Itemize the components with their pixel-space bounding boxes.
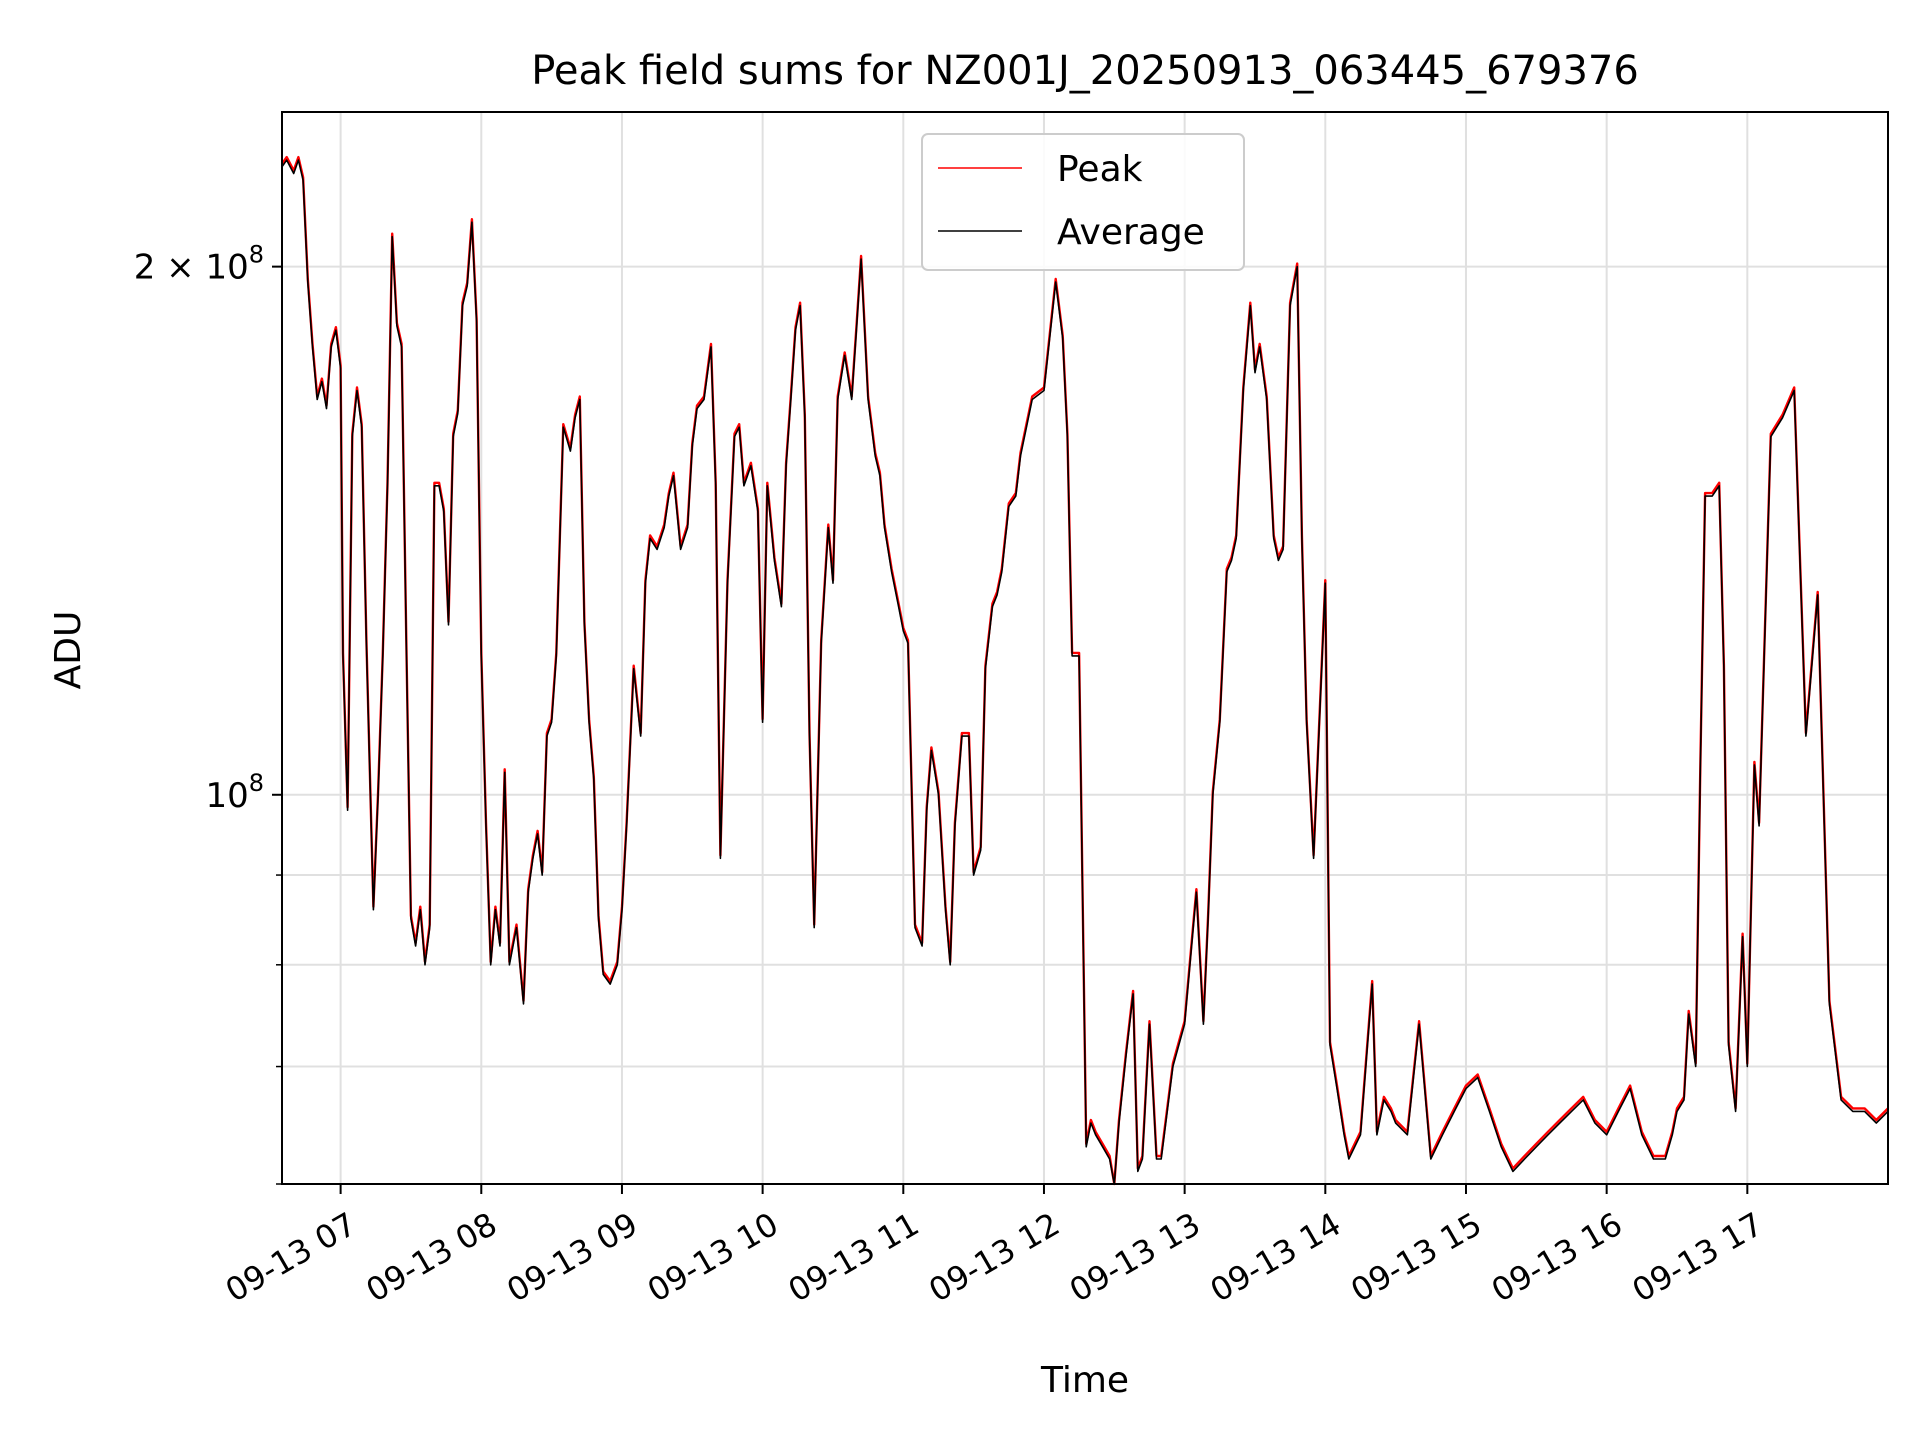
y-axis: 108 2 × 108 <box>134 241 282 1185</box>
x-axis-label: Time <box>1040 1360 1129 1401</box>
legend-label-average: Average <box>1057 212 1205 253</box>
series-line-average <box>281 159 1889 1185</box>
series-layer <box>281 155 1889 1186</box>
y-axis-label: ADU <box>48 611 89 690</box>
legend-label-peak: Peak <box>1057 149 1143 190</box>
grid <box>282 112 1888 1185</box>
chart-title: Peak field sums for NZ001J_20250913_0634… <box>531 48 1639 94</box>
y-tick-label: 108 <box>205 769 264 816</box>
plot-frame <box>281 111 1889 1185</box>
legend: Peak Average <box>921 133 1245 271</box>
y-tick-label: 2 × 108 <box>134 241 264 288</box>
